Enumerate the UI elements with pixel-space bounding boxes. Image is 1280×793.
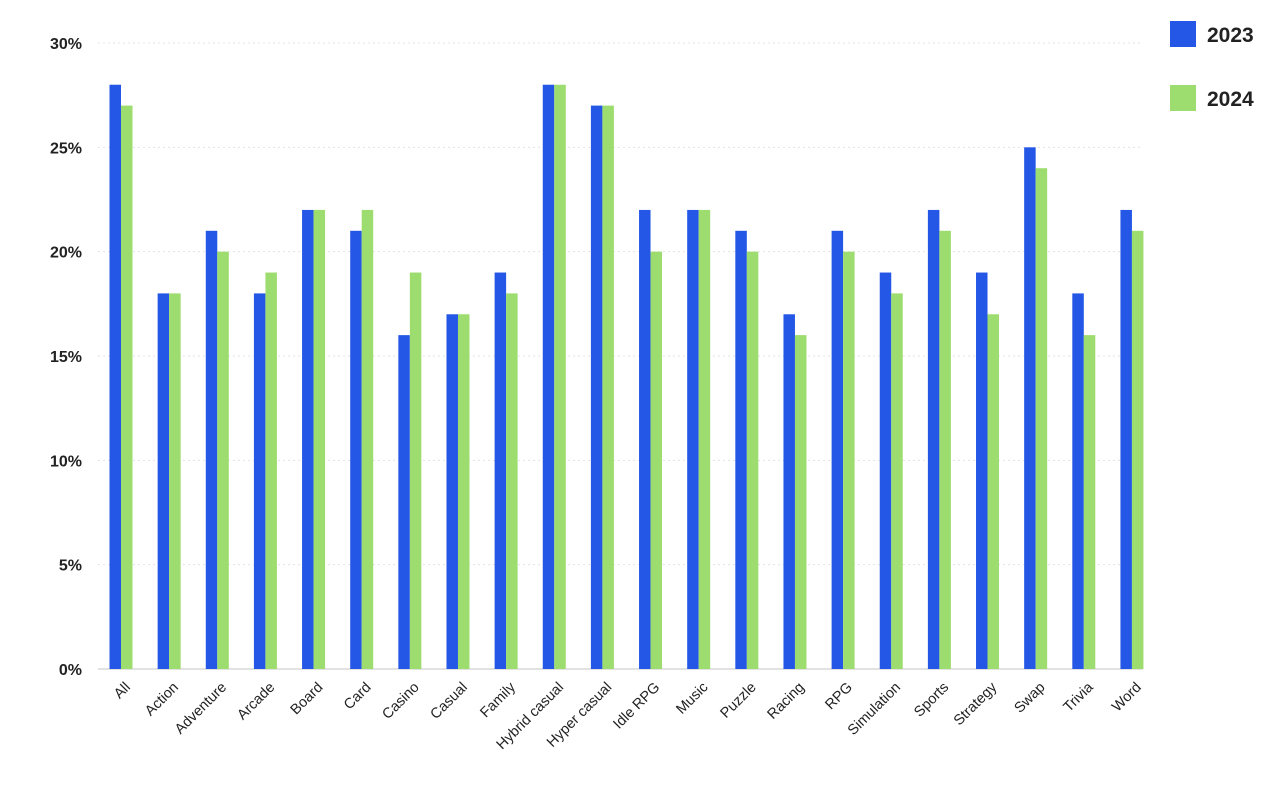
bar-2023-board: [302, 209, 314, 669]
bar-2023-rpg: [831, 230, 844, 670]
y-tick-label: 20%: [50, 245, 82, 262]
legend-swatch-2023: [1170, 21, 1196, 47]
bar-2024-simulation: [891, 293, 903, 669]
bar-2023-family: [494, 272, 507, 669]
bar-2024-hybrid-casual: [554, 84, 566, 669]
bar-2023-hybrid-casual: [542, 84, 555, 669]
bar-2023-sports: [927, 209, 940, 669]
bar-2023-word: [1120, 209, 1132, 669]
bar-2024-trivia: [1083, 335, 1096, 669]
y-tick-label: 25%: [50, 140, 82, 157]
x-tick-label: RPG: [822, 680, 856, 714]
bar-2024-strategy: [987, 314, 1000, 669]
x-tick-label: Music: [673, 680, 711, 718]
bar-2024-word: [1131, 230, 1144, 670]
bar-2024-casino: [409, 272, 422, 669]
bar-2023-racing: [783, 314, 795, 669]
y-axis-ticks: 0% 5% 10% 15% 20% 25% 30%: [50, 36, 82, 679]
bar-2024-idle-rpg: [650, 251, 663, 669]
x-tick-label: Trivia: [1061, 679, 1098, 716]
x-tick-label: Strategy: [951, 679, 1001, 729]
bar-2023-strategy: [976, 272, 988, 669]
x-tick-label: Word: [1109, 680, 1145, 716]
bar-2023-swap: [1024, 147, 1036, 670]
x-tick-label: Simulation: [845, 680, 904, 739]
bar-2024-puzzle: [746, 251, 759, 669]
x-tick-label: Card: [341, 680, 375, 714]
bar-2024-rpg: [843, 251, 855, 669]
bars: [109, 84, 1144, 670]
x-tick-label: Board: [288, 680, 327, 719]
y-tick-label: 0%: [59, 662, 82, 679]
x-tick-label: Puzzle: [718, 680, 760, 722]
x-tick-label: Family: [477, 679, 519, 721]
x-tick-label: Casino: [379, 680, 422, 723]
x-tick-label: Casual: [428, 680, 471, 723]
bar-2024-racing: [794, 335, 807, 669]
bar-2023-arcade: [253, 293, 266, 669]
bar-2023-action: [157, 293, 170, 669]
bar-2024-music: [698, 209, 711, 669]
y-tick-label: 30%: [50, 36, 82, 53]
x-tick-label: All: [111, 680, 134, 703]
bar-2024-all: [121, 105, 133, 670]
bar-2024-sports: [939, 230, 951, 670]
y-tick-label: 10%: [50, 453, 82, 470]
bar-2024-board: [313, 209, 326, 669]
x-tick-label: Racing: [765, 680, 808, 723]
bar-2023-hyper-casual: [590, 105, 603, 670]
bar-2024-swap: [1035, 168, 1048, 669]
bar-2023-idle-rpg: [639, 209, 651, 669]
bar-2023-simulation: [879, 272, 892, 669]
y-tick-label: 15%: [50, 349, 82, 366]
x-tick-label: Swap: [1012, 680, 1049, 717]
x-tick-label: Idle RPG: [610, 680, 663, 733]
bar-2023-trivia: [1072, 293, 1084, 669]
x-tick-label: Adventure: [172, 680, 230, 738]
bar-2024-card: [361, 209, 374, 669]
bar-2024-hyper-casual: [602, 105, 614, 670]
x-tick-label: Sports: [911, 680, 952, 721]
x-tick-label: Action: [142, 680, 182, 720]
bar-2023-card: [350, 230, 362, 670]
bar-2024-action: [169, 293, 181, 669]
bar-2023-adventure: [205, 230, 218, 670]
bar-2024-family: [506, 293, 518, 669]
x-tick-label: Arcade: [234, 680, 278, 724]
legend-label-2023: 2023: [1207, 24, 1254, 47]
bar-2023-casino: [398, 335, 410, 669]
bar-2024-casual: [457, 314, 470, 669]
bar-2023-casual: [446, 314, 458, 669]
legend-label-2024: 2024: [1207, 88, 1254, 111]
bar-2023-music: [687, 209, 699, 669]
bar-2024-arcade: [265, 272, 277, 669]
bar-2023-all: [109, 84, 121, 669]
bar-2024-adventure: [217, 251, 229, 669]
legend: 2023 2024: [1170, 21, 1254, 111]
legend-swatch-2024: [1170, 85, 1196, 111]
y-tick-label: 5%: [59, 558, 82, 575]
bar-2023-puzzle: [735, 230, 747, 670]
